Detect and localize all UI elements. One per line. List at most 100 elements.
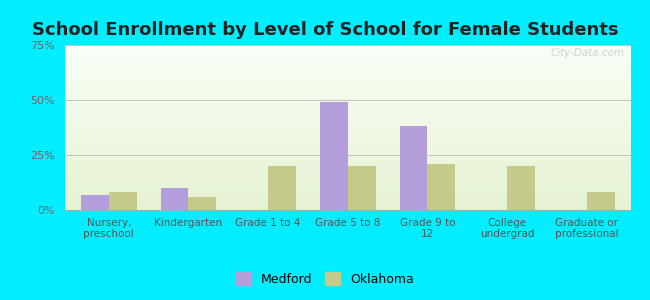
Bar (65, 86, 630, 88)
Bar (65, 80, 630, 81)
Bar (65, 68, 630, 70)
Bar (65, 162, 630, 164)
Bar (65, 131, 630, 132)
Bar (65, 146, 630, 147)
Bar (65, 164, 630, 165)
Bar (65, 190, 630, 192)
Bar (65, 208, 630, 210)
Bar (65, 128, 630, 129)
Bar (65, 194, 630, 195)
Bar (65, 187, 630, 188)
Bar (65, 197, 630, 199)
Bar (65, 199, 630, 200)
Bar (65, 50, 630, 52)
Bar (65, 93, 630, 94)
Bar (65, 192, 630, 194)
Bar (65, 111, 630, 112)
Bar (65, 170, 630, 172)
Bar (65, 178, 630, 180)
Bar (65, 142, 630, 144)
Bar (65, 96, 630, 98)
Text: School Enrollment by Level of School for Female Students: School Enrollment by Level of School for… (32, 21, 618, 39)
Bar (65, 103, 630, 104)
Bar (65, 165, 630, 167)
Bar (65, 175, 630, 177)
Bar (65, 155, 630, 157)
Bar (65, 52, 630, 53)
Bar (65, 76, 630, 78)
Bar (65, 65, 630, 66)
Bar (65, 122, 630, 124)
Legend: Medford, Oklahoma: Medford, Oklahoma (231, 267, 419, 291)
Bar (65, 48, 630, 50)
Bar (65, 203, 630, 205)
Bar (65, 81, 630, 83)
Bar (65, 152, 630, 154)
Bar (65, 108, 630, 109)
Bar (65, 121, 630, 122)
Bar (65, 157, 630, 159)
Bar (65, 98, 630, 99)
Bar (188, 197, 216, 210)
Bar (65, 70, 630, 71)
Bar (65, 66, 630, 68)
Bar (65, 119, 630, 121)
Bar (65, 88, 630, 89)
Bar (65, 53, 630, 55)
Bar (65, 126, 630, 127)
Bar (65, 89, 630, 91)
Bar (65, 134, 630, 136)
Bar (65, 169, 630, 170)
Bar (65, 137, 630, 139)
Bar (65, 91, 630, 93)
Bar (65, 94, 630, 96)
Bar (65, 139, 630, 141)
Bar (65, 71, 630, 73)
Bar (65, 109, 630, 111)
Bar (65, 61, 630, 63)
Bar (65, 159, 630, 160)
Text: City-Data.com: City-Data.com (551, 48, 625, 58)
Bar (65, 45, 630, 46)
Bar (81, 195, 109, 210)
Bar (65, 149, 630, 151)
Bar (65, 167, 630, 169)
Bar (65, 200, 630, 202)
Bar (587, 192, 614, 210)
Bar (65, 151, 630, 152)
Bar (65, 63, 630, 65)
Bar (65, 205, 630, 207)
Bar (65, 83, 630, 85)
Bar (65, 185, 630, 187)
Bar (65, 112, 630, 114)
Bar (65, 75, 630, 76)
Bar (65, 147, 630, 149)
Bar (65, 182, 630, 184)
Bar (65, 180, 630, 182)
Bar (65, 55, 630, 56)
Bar (65, 56, 630, 58)
Bar (65, 104, 630, 106)
Bar (268, 166, 296, 210)
Bar (65, 136, 630, 137)
Bar (65, 188, 630, 190)
Bar (65, 60, 630, 61)
Bar (65, 114, 630, 116)
Bar (65, 116, 630, 118)
Bar (65, 184, 630, 185)
Bar (65, 172, 630, 174)
Bar (65, 160, 630, 162)
Bar (161, 188, 188, 210)
Bar (65, 144, 630, 146)
Bar (507, 166, 535, 210)
Bar (65, 141, 630, 142)
Bar (65, 129, 630, 131)
Bar (65, 124, 630, 126)
Bar (400, 126, 428, 210)
Bar (65, 118, 630, 119)
Bar (65, 132, 630, 134)
Bar (65, 106, 630, 108)
Bar (65, 78, 630, 80)
Bar (320, 102, 348, 210)
Bar (65, 202, 630, 203)
